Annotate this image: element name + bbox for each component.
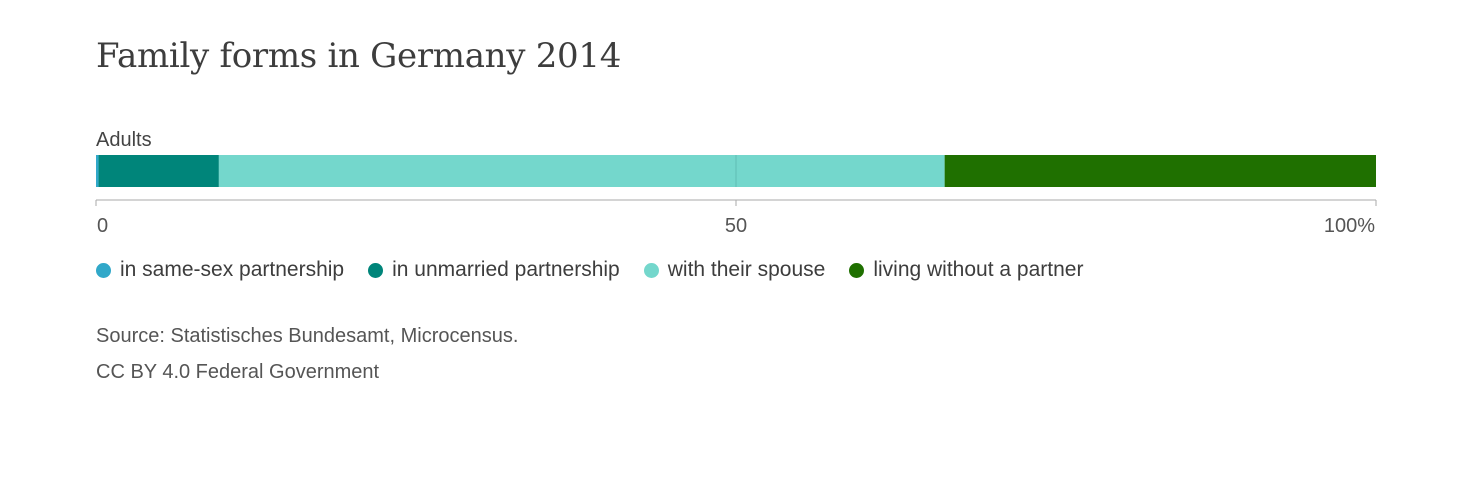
legend-label: in same-sex partnership bbox=[120, 258, 345, 281]
legend-label: living without a partner bbox=[873, 258, 1084, 281]
legend-swatch bbox=[96, 262, 111, 278]
category-label: Adults bbox=[96, 129, 152, 151]
bar-segment-4 bbox=[944, 155, 1376, 187]
legend-item-1: in same-sex partnership bbox=[96, 258, 344, 282]
x-tick-label: 0 bbox=[97, 215, 108, 237]
license-line: CC BY 4.0 Federal Government bbox=[96, 361, 380, 383]
legend-label: in unmarried partnership bbox=[392, 258, 620, 281]
legend-swatch bbox=[643, 262, 659, 278]
stacked-bar-chart: Adults 0 50 100% bbox=[95, 129, 1377, 237]
legend-item-2: in unmarried partnership bbox=[368, 258, 620, 282]
legend-item-3: with their spouse bbox=[643, 258, 826, 282]
legend-swatch bbox=[368, 262, 384, 278]
source-line: Source: Statistisches Bundesamt, Microce… bbox=[96, 325, 519, 347]
legend-swatch bbox=[849, 262, 865, 278]
source-note: Source: Statistisches Bundesamt, Microce… bbox=[96, 318, 518, 390]
bar-segment-2 bbox=[98, 155, 219, 187]
chart-title: Family forms in Germany 2014 bbox=[96, 36, 622, 76]
bar-segment-3 bbox=[218, 155, 945, 187]
legend-label: with their spouse bbox=[667, 258, 826, 281]
bar-segment-1 bbox=[96, 155, 99, 187]
legend-item-4: living without a partner bbox=[849, 258, 1083, 282]
x-tick-label: 100% bbox=[1324, 215, 1375, 237]
x-tick-label: 50 bbox=[725, 215, 747, 237]
chart-legend: in same-sex partnership in unmarried part… bbox=[96, 258, 1107, 282]
